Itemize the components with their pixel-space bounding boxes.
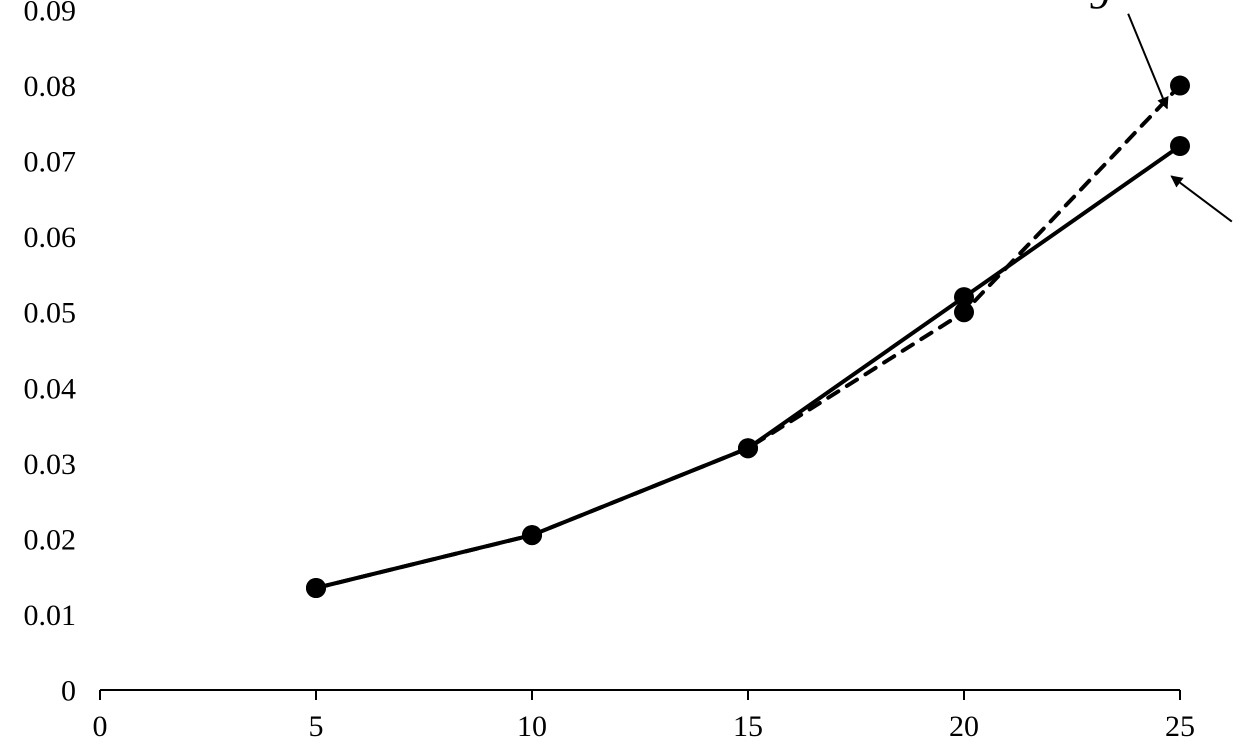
x-tick-label: 25 <box>1165 710 1195 743</box>
series-10-marker <box>954 287 974 307</box>
y-tick-label: 0.04 <box>24 372 77 405</box>
series-10-marker <box>306 578 326 598</box>
x-tick-label: 10 <box>517 710 547 743</box>
y-tick-label: 0.08 <box>24 70 77 103</box>
x-tick-label: 15 <box>733 710 763 743</box>
x-tick-label: 0 <box>93 710 108 743</box>
line-chart: 0 5 10 15 20 25 0 0.01 0.02 0.03 0.04 0.05 0.06 0.07 0… <box>0 0 1240 756</box>
y-tick-label: 0.02 <box>24 523 77 556</box>
series-10-marker <box>522 525 542 545</box>
y-tick-label: 0.05 <box>24 297 77 330</box>
series-9-callout-label: 9 <box>1088 0 1110 18</box>
x-tick-label: 5 <box>309 710 324 743</box>
y-tick-label: 0 <box>61 675 76 708</box>
y-tick-label: 0.03 <box>24 448 77 481</box>
x-tick-label: 20 <box>949 710 979 743</box>
chart-container: 0 5 10 15 20 25 0 0.01 0.02 0.03 0.04 0.05 0.06 0.07 0… <box>0 0 1240 756</box>
series-9-marker <box>1170 76 1190 96</box>
y-tick-label: 0.01 <box>24 599 77 632</box>
y-tick-label: 0.09 <box>24 0 77 28</box>
y-tick-label: 0.06 <box>24 221 77 254</box>
series-10-marker <box>1170 136 1190 156</box>
y-tick-label: 0.07 <box>24 146 77 179</box>
series-10-marker <box>738 438 758 458</box>
